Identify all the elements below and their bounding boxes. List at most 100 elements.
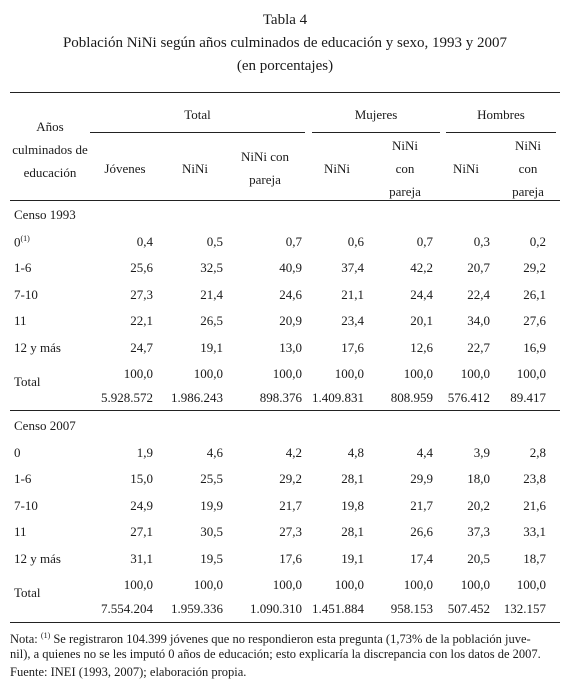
cell-value: 13,0 xyxy=(279,339,302,355)
table-title: Población NiNi según años culminados de … xyxy=(62,35,508,51)
cell-value: 0,5 xyxy=(206,233,223,249)
footnote-marker: (1) xyxy=(40,631,51,640)
cell-value: 17,6 xyxy=(341,339,364,355)
row-label: 12 y más xyxy=(14,339,61,355)
total-count: 1.409.831 xyxy=(312,390,364,405)
row-label: 1-6 xyxy=(14,260,32,275)
cell-value: 40,9 xyxy=(279,260,302,275)
cell-value: 0,4 xyxy=(136,233,153,249)
cell-value: 3,9 xyxy=(473,444,490,460)
total-label: Total xyxy=(14,585,41,600)
cell-value: 20,7 xyxy=(467,260,490,275)
cell-value: 26,6 xyxy=(410,524,433,539)
cell-value: 0,3 xyxy=(473,233,490,249)
cell-value: 0,6 xyxy=(347,233,364,249)
cell-value: 20,2 xyxy=(467,497,490,513)
total-count: 507.452 xyxy=(447,601,490,616)
group-header: Hombres xyxy=(477,106,525,122)
total-value: 100,0 xyxy=(193,577,223,592)
total-count: 576.412 xyxy=(447,390,490,405)
cell-value: 42,2 xyxy=(410,260,433,275)
cell-value: 4,2 xyxy=(285,444,302,460)
cell-value: 12,6 xyxy=(410,339,433,355)
cell-value: 18,7 xyxy=(523,550,546,566)
note-line: Nota: (1) Se registraron 104.399 jóvenes… xyxy=(10,627,560,648)
cell-value: 37,3 xyxy=(467,524,490,539)
top-rule xyxy=(10,92,560,93)
total-count: 5.928.572 xyxy=(101,390,153,405)
cell-value: 29,9 xyxy=(410,471,433,486)
column-header: NiNi con pareja xyxy=(512,137,544,199)
cell-value: 17,4 xyxy=(410,550,433,566)
cell-value: 31,1 xyxy=(130,550,153,566)
cell-value: 24,4 xyxy=(410,286,433,302)
cell-value: 22,1 xyxy=(130,313,153,328)
cell-value: 20,5 xyxy=(467,550,490,566)
cell-value: 29,2 xyxy=(523,260,546,275)
cell-value: 27,1 xyxy=(130,524,153,539)
table-label: Tabla 4 xyxy=(262,12,308,28)
note-text: Se registraron 104.399 jóvenes que no re… xyxy=(53,632,531,647)
cell-value: 23,4 xyxy=(341,313,364,328)
row-label: 11 xyxy=(14,313,27,328)
cell-value: 19,1 xyxy=(200,339,223,355)
cell-value: 21,4 xyxy=(200,286,223,302)
cell-value: 25,6 xyxy=(130,260,153,275)
total-value: 100,0 xyxy=(516,577,546,592)
total-value: 100,0 xyxy=(460,577,490,592)
note-text: nil), a quienes no se les imputó 0 años … xyxy=(10,647,541,661)
cell-value: 21,1 xyxy=(341,286,364,302)
cell-value: 0,7 xyxy=(285,233,302,249)
total-count: 1.959.336 xyxy=(171,601,223,616)
total-count: 898.376 xyxy=(259,390,302,405)
total-count: 7.554.204 xyxy=(101,601,153,616)
cell-value: 22,4 xyxy=(467,286,490,302)
cell-value: 4,8 xyxy=(347,444,364,460)
cell-value: 1,9 xyxy=(136,444,153,460)
cell-value: 19,5 xyxy=(200,550,223,566)
column-header: NiNi con pareja xyxy=(389,137,421,199)
total-count: 1.090.310 xyxy=(250,601,302,616)
total-value: 100,0 xyxy=(516,366,546,381)
footnote-marker: (1) xyxy=(20,233,30,243)
note-label: Nota: xyxy=(10,632,38,647)
cell-value: 21,6 xyxy=(523,497,546,513)
cell-value: 0,7 xyxy=(416,233,433,249)
row-label: 12 y más xyxy=(14,550,61,566)
total-value: 100,0 xyxy=(460,366,490,381)
cell-value: 34,0 xyxy=(467,313,490,328)
column-header: NiNi xyxy=(453,160,479,176)
total-value: 100,0 xyxy=(193,366,223,381)
cell-value: 19,8 xyxy=(341,497,364,513)
column-header: Jóvenes xyxy=(104,160,146,176)
total-value: 100,0 xyxy=(334,577,364,592)
total-count: 132.157 xyxy=(503,601,546,616)
row-label: 0(1) xyxy=(14,233,30,249)
row-label: 0 xyxy=(14,444,21,460)
group-header: Mujeres xyxy=(354,106,398,122)
cell-value: 15,0 xyxy=(130,471,153,486)
cell-value: 28,1 xyxy=(341,524,364,539)
total-value: 100,0 xyxy=(403,577,433,592)
cell-value: 27,6 xyxy=(523,313,546,328)
total-value: 100,0 xyxy=(403,366,433,381)
group-rule xyxy=(446,132,556,133)
cell-value: 27,3 xyxy=(279,524,302,539)
cell-value: 2,8 xyxy=(529,444,546,460)
total-label: Total xyxy=(14,374,41,389)
total-count: 958.153 xyxy=(390,601,433,616)
total-count: 1.451.884 xyxy=(312,601,364,616)
cell-value: 26,1 xyxy=(523,286,546,302)
cell-value: 19,1 xyxy=(341,550,364,566)
total-value: 100,0 xyxy=(123,366,153,381)
cell-value: 21,7 xyxy=(410,497,433,513)
cell-value: 25,5 xyxy=(200,471,223,486)
row-header: Años culminados de educación xyxy=(12,118,88,180)
cell-value: 22,7 xyxy=(467,339,490,355)
bottom-rule xyxy=(10,622,560,623)
source: Fuente: INEI (1993, 2007); elaboración p… xyxy=(10,665,247,679)
cell-value: 30,5 xyxy=(200,524,223,539)
section-label: Censo 1993 xyxy=(14,207,76,222)
total-value: 100,0 xyxy=(334,366,364,381)
